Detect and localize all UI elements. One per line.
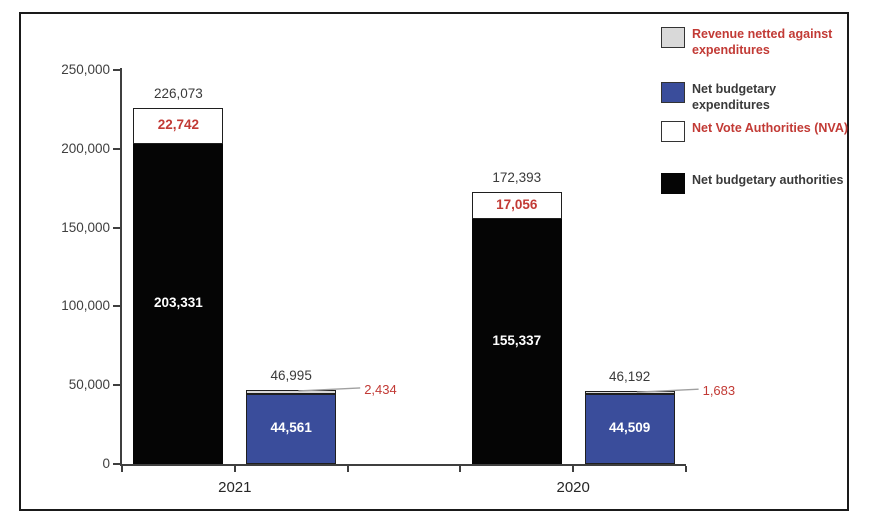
legend-item-blue: Net budgetary expenditures bbox=[661, 82, 850, 113]
bar-segment-value: 17,056 bbox=[496, 196, 538, 212]
y-axis-tick-label: 0 bbox=[102, 456, 110, 471]
bar-segment-value: 155,337 bbox=[492, 332, 542, 348]
bar-total-value: 172,393 bbox=[492, 170, 542, 186]
y-axis-tick-label: 200,000 bbox=[61, 140, 110, 156]
x-axis-tick bbox=[233, 466, 236, 472]
legend-label: Net Vote Authorities (NVA) bbox=[692, 121, 849, 135]
white-swatch-icon bbox=[661, 121, 685, 142]
legend-item-black: Net budgetary authorities bbox=[661, 173, 850, 194]
y-axis-line bbox=[120, 68, 122, 466]
bar-total-value: 46,192 bbox=[608, 369, 651, 385]
chart-outer-border bbox=[19, 12, 849, 511]
black-swatch-icon bbox=[661, 173, 685, 194]
category-label-2020: 2020 bbox=[556, 479, 590, 496]
legend-label: Revenue netted against expenditures bbox=[692, 27, 833, 57]
bar-segment-revenue-netted-against-expenditures bbox=[584, 391, 675, 394]
y-axis-tick-label: 100,000 bbox=[61, 298, 110, 314]
x-axis-tick bbox=[459, 466, 462, 472]
bar-segment-net-vote-authorities-nva- bbox=[471, 192, 562, 220]
bar-segment-net-budgetary-expenditures bbox=[584, 393, 675, 464]
bar-segment-value: 203,331 bbox=[153, 294, 203, 310]
bar-total-value: 46,995 bbox=[270, 367, 312, 383]
bar-segment-value: 44,561 bbox=[270, 419, 312, 435]
x-axis-line bbox=[120, 464, 686, 466]
bar-segment-value: 22,742 bbox=[157, 116, 200, 132]
y-axis-tick bbox=[113, 384, 120, 387]
x-axis-tick bbox=[572, 466, 575, 472]
legend-item-gray: Revenue netted against expenditures bbox=[661, 27, 850, 58]
legend-label: Net budgetary expenditures bbox=[692, 82, 777, 112]
bar-segment-callout-value: 1,683 bbox=[702, 383, 736, 399]
y-axis-tick bbox=[113, 226, 120, 229]
category-label-2021: 2021 bbox=[218, 479, 252, 496]
y-axis-tick bbox=[113, 305, 120, 308]
bar-segment-net-budgetary-authorities bbox=[133, 143, 224, 464]
y-axis-tick-label: 150,000 bbox=[61, 219, 110, 235]
bar-segment-net-budgetary-authorities bbox=[471, 219, 562, 464]
x-axis-tick bbox=[685, 466, 687, 472]
bar-total-value: 226,073 bbox=[153, 85, 203, 101]
bar-segment-net-budgetary-expenditures bbox=[246, 393, 337, 464]
y-axis-tick bbox=[113, 463, 120, 465]
legend-label: Net budgetary authorities bbox=[692, 173, 844, 187]
bar-segment-net-vote-authorities-nva- bbox=[133, 107, 224, 144]
legend-item-white: Net Vote Authorities (NVA) bbox=[661, 121, 850, 142]
y-axis-tick-label: 250,000 bbox=[61, 62, 110, 77]
y-axis-tick bbox=[113, 147, 120, 150]
bar-segment-revenue-netted-against-expenditures bbox=[246, 389, 337, 394]
y-axis-tick bbox=[113, 69, 120, 71]
blue-swatch-icon bbox=[661, 82, 685, 103]
y-axis-tick-label: 50,000 bbox=[68, 377, 110, 393]
bar-segment-value: 44,509 bbox=[608, 419, 651, 435]
gray-swatch-icon bbox=[661, 27, 685, 48]
x-axis-tick bbox=[346, 466, 349, 472]
x-axis-tick bbox=[121, 466, 123, 472]
bar-segment-callout-value: 2,434 bbox=[364, 381, 397, 397]
